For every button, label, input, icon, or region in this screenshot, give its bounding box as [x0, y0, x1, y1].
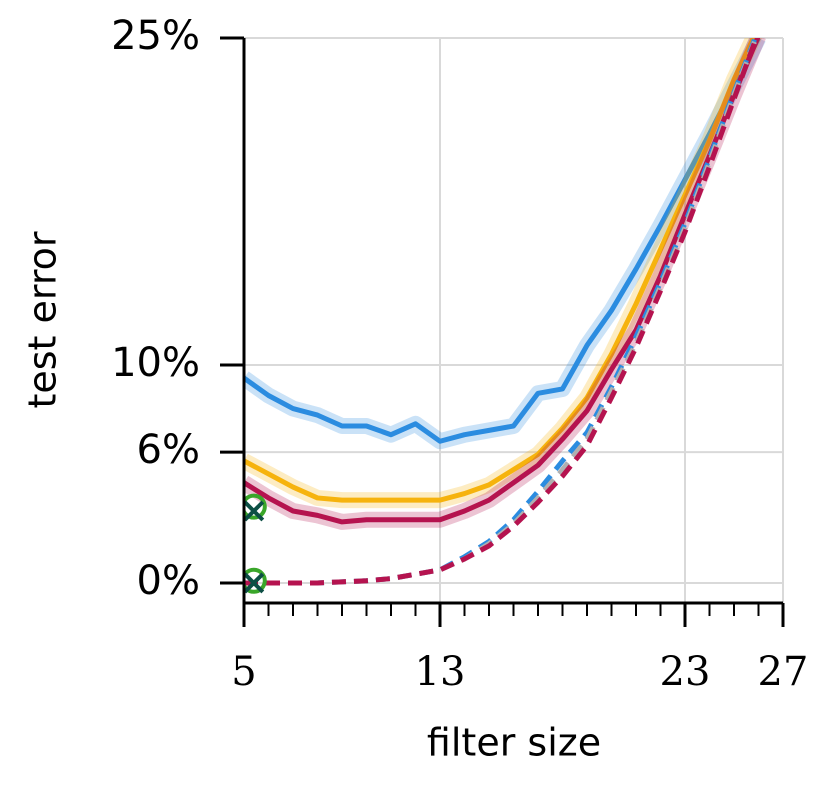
marker — [244, 567, 267, 594]
y-tick-label: 0% — [137, 558, 200, 604]
line — [244, 38, 759, 586]
y-tick-label: 10% — [111, 340, 200, 386]
marker — [244, 572, 265, 594]
y-tick-label: 6% — [137, 427, 200, 473]
y-axis-label: test error — [21, 231, 65, 408]
line — [244, 38, 761, 525]
x-tick-label: 23 — [660, 649, 711, 695]
marker — [244, 500, 265, 522]
x-tick-label: 27 — [758, 649, 809, 695]
line-band — [244, 38, 766, 530]
line — [244, 38, 761, 444]
y-tick-label: 25% — [111, 13, 200, 59]
line — [244, 38, 757, 503]
plot-area — [244, 38, 766, 594]
x-tick-label: 5 — [231, 649, 256, 695]
marker — [244, 493, 267, 520]
x-axis-label: filter size — [427, 721, 601, 765]
x-tick-label: 13 — [415, 649, 466, 695]
